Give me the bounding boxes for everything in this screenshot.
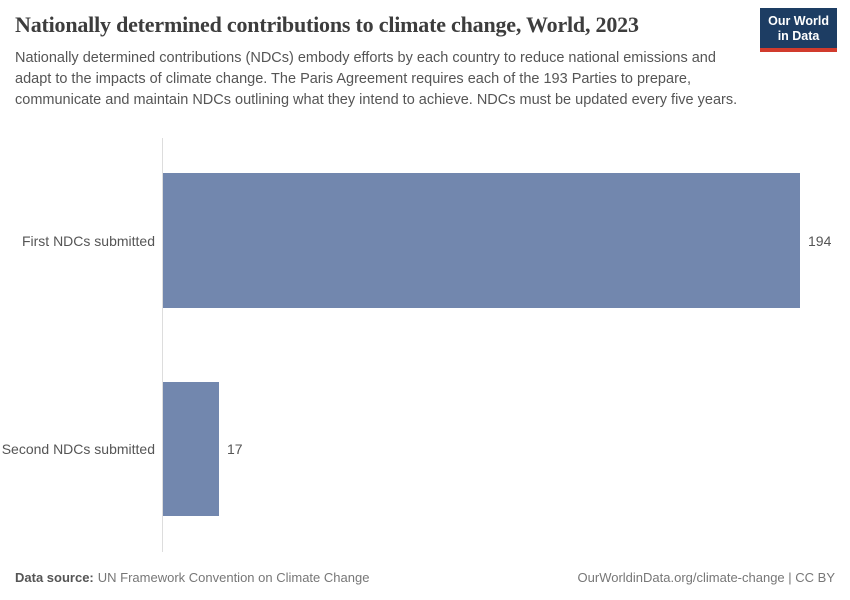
bar-row-first-ndcs: First NDCs submitted 194 (0, 173, 850, 308)
owid-logo[interactable]: Our World in Data (760, 8, 837, 52)
value-label-first-ndcs: 194 (808, 232, 832, 249)
owid-logo-line2: in Data (777, 29, 820, 43)
bar-chart: First NDCs submitted 194 Second NDCs sub… (0, 138, 850, 552)
data-source-label: Data source: (15, 570, 94, 585)
data-source-value: UN Framework Convention on Climate Chang… (97, 570, 370, 585)
value-label-second-ndcs: 17 (227, 441, 243, 457)
owid-logo-line1: Our World (768, 14, 829, 28)
chart-title: Nationally determined contributions to c… (15, 12, 639, 37)
y-axis-line (162, 138, 163, 552)
chart-footer: Data source: UN Framework Convention on C… (15, 570, 835, 585)
category-label-first-ndcs: First NDCs submitted (21, 232, 155, 249)
data-source: Data source: UN Framework Convention on C… (15, 570, 369, 585)
bar-second-ndcs[interactable] (163, 382, 219, 516)
chart-header: Nationally determined contributions to c… (15, 12, 750, 111)
bar-row-second-ndcs: Second NDCs submitted 17 (0, 382, 850, 516)
category-label-second-ndcs: Second NDCs submitted (1, 441, 155, 457)
chart-subtitle: Nationally determined contributions (NDC… (15, 50, 738, 109)
attribution-link[interactable]: OurWorldinData.org/climate-change | CC B… (577, 570, 835, 585)
bar-first-ndcs[interactable] (163, 173, 800, 308)
